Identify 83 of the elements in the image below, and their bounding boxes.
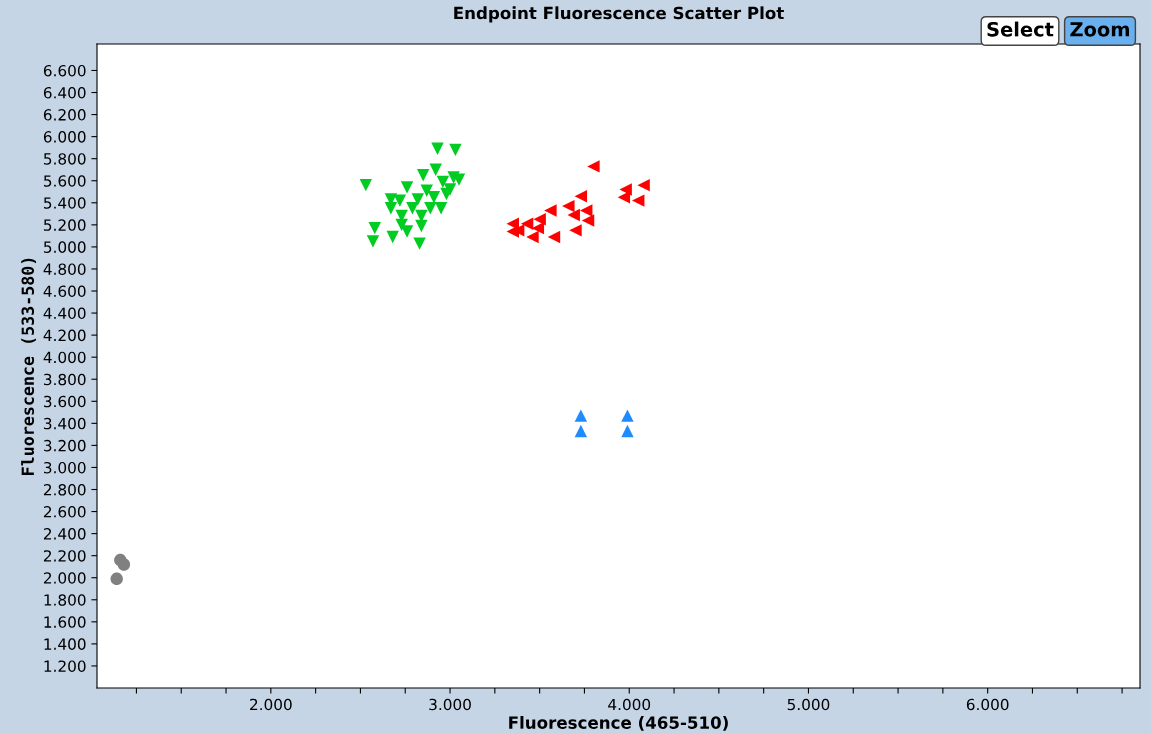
- y-tick-label: 5.200: [44, 219, 86, 231]
- y-tick-label: 3.200: [44, 439, 86, 452]
- y-tick-label: 2.400: [43, 528, 86, 540]
- point: [416, 169, 430, 182]
- y-axis-title: Fluorescence (533-580): [21, 258, 37, 475]
- point: [384, 202, 398, 215]
- point: [574, 409, 588, 422]
- y-tick-label: 6.600: [43, 64, 86, 77]
- point: [359, 178, 373, 192]
- y-tick-label: 5.400: [44, 197, 86, 209]
- point: [436, 175, 450, 189]
- point: [581, 214, 595, 227]
- x-tick-label: 4.000: [608, 698, 651, 711]
- x-tick-label: 6.000: [966, 698, 1009, 711]
- text: Select: [987, 21, 1054, 37]
- point: [411, 193, 424, 206]
- y-tick-label: 4.600: [43, 285, 86, 298]
- y-tick-label: 3.000: [44, 461, 86, 474]
- point: [427, 191, 441, 204]
- point: [526, 230, 539, 244]
- point: [619, 183, 632, 196]
- point: [429, 163, 442, 176]
- y-tick-label: 6.000: [43, 131, 86, 143]
- y-tick-label: 2.600: [43, 506, 86, 518]
- point: [415, 219, 428, 233]
- point: [110, 572, 123, 586]
- point: [533, 213, 546, 226]
- point: [580, 204, 593, 217]
- y-tick-label: 2.800: [43, 483, 86, 496]
- point: [434, 202, 448, 215]
- point: [567, 208, 580, 222]
- point: [637, 178, 650, 192]
- point: [406, 202, 419, 215]
- point: [413, 237, 426, 250]
- point: [431, 142, 444, 155]
- y-tick-label: 3.800: [44, 373, 86, 386]
- y-tick-label: 1.600: [44, 616, 86, 628]
- point: [368, 221, 381, 235]
- y-tick-label: 1.200: [44, 660, 86, 672]
- y-tick-label: 2.200: [43, 550, 86, 562]
- y-tick-label: 4.000: [43, 351, 86, 364]
- chart-title: Endpoint Fluorescence Scatter Plot: [454, 6, 784, 23]
- point: [562, 199, 575, 213]
- y-tick-label: 6.200: [43, 109, 86, 121]
- y-tick-label: 4.200: [43, 329, 86, 342]
- x-tick-label: 5.000: [787, 698, 830, 711]
- point: [449, 143, 462, 157]
- point: [621, 424, 634, 438]
- y-tick-label: 6.400: [43, 86, 86, 99]
- point: [587, 160, 600, 173]
- y-tick-label: 4.400: [43, 307, 86, 320]
- point: [632, 194, 645, 207]
- y-tick-label: 5.600: [44, 175, 86, 187]
- y-tick-label: 3.600: [44, 395, 86, 408]
- point: [569, 224, 582, 237]
- point: [574, 189, 588, 203]
- point: [420, 184, 433, 197]
- point: [443, 183, 457, 196]
- point: [621, 409, 634, 422]
- y-tick-label: 2.000: [43, 572, 86, 584]
- point: [617, 191, 631, 204]
- y-tick-label: 3.400: [44, 417, 86, 430]
- y-tick-label: 5.800: [44, 153, 86, 165]
- point: [544, 204, 557, 217]
- x-tick-label: 3.000: [429, 698, 471, 711]
- y-tick-label: 4.800: [43, 263, 86, 275]
- y-tick-label: 1.800: [44, 594, 86, 606]
- point: [386, 230, 399, 244]
- point: [531, 221, 545, 235]
- x-tick-label: 2.000: [250, 698, 292, 711]
- x-axis-title: Fluorescence (465-510): [509, 715, 728, 731]
- point: [117, 558, 131, 571]
- y-tick-label: 1.400: [44, 638, 86, 650]
- point: [400, 181, 414, 194]
- point: [547, 230, 561, 244]
- point: [366, 235, 380, 248]
- point: [574, 424, 588, 438]
- y-tick-label: 5.000: [44, 241, 86, 253]
- point: [520, 217, 534, 230]
- point: [393, 194, 407, 207]
- point: [400, 225, 414, 238]
- point: [424, 202, 437, 215]
- text: Zoom: [1070, 22, 1129, 37]
